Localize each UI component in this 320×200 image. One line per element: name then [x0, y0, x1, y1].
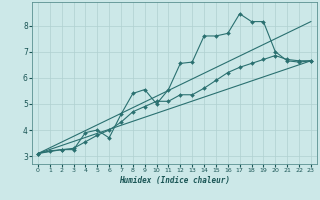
X-axis label: Humidex (Indice chaleur): Humidex (Indice chaleur) [119, 176, 230, 185]
